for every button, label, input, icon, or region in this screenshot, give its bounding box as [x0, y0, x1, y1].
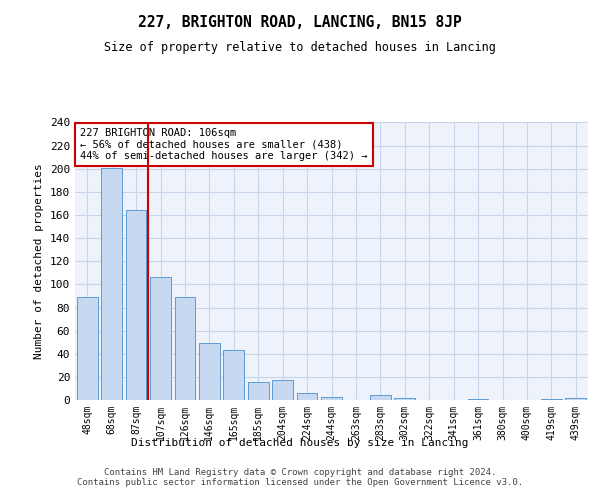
Text: 227, BRIGHTON ROAD, LANCING, BN15 8JP: 227, BRIGHTON ROAD, LANCING, BN15 8JP [138, 15, 462, 30]
Bar [223, 350, 244, 400]
Bar [565, 398, 586, 400]
Bar [150, 278, 171, 400]
Bar [101, 168, 122, 400]
Bar [199, 344, 220, 400]
Bar [467, 399, 488, 400]
Bar [321, 396, 342, 400]
Bar [394, 398, 415, 400]
Bar [370, 396, 391, 400]
Bar [272, 380, 293, 400]
Text: Contains HM Land Registry data © Crown copyright and database right 2024.
Contai: Contains HM Land Registry data © Crown c… [77, 468, 523, 487]
Text: Distribution of detached houses by size in Lancing: Distribution of detached houses by size … [131, 438, 469, 448]
Text: Size of property relative to detached houses in Lancing: Size of property relative to detached ho… [104, 41, 496, 54]
Bar [77, 297, 98, 400]
Bar [125, 210, 146, 400]
Y-axis label: Number of detached properties: Number of detached properties [34, 164, 44, 359]
Bar [296, 393, 317, 400]
Bar [248, 382, 269, 400]
Text: 227 BRIGHTON ROAD: 106sqm
← 56% of detached houses are smaller (438)
44% of semi: 227 BRIGHTON ROAD: 106sqm ← 56% of detac… [80, 128, 368, 161]
Bar [175, 297, 196, 400]
Bar [541, 399, 562, 400]
